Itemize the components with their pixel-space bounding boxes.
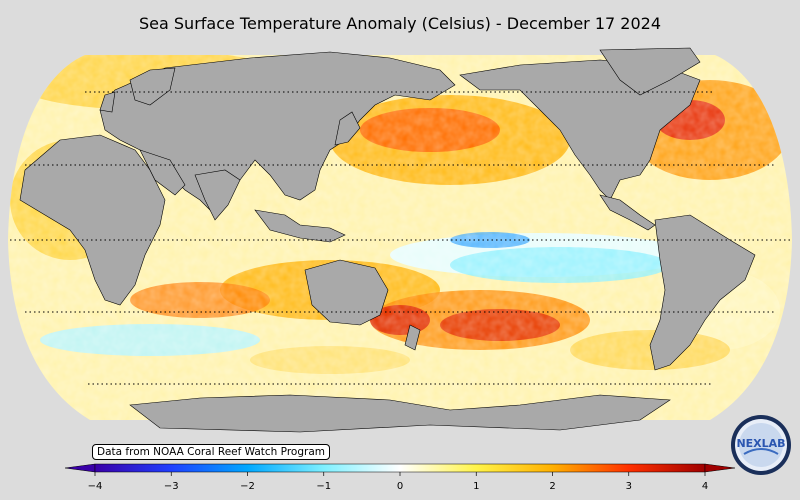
colorbar-tick-label: 2 xyxy=(549,481,555,492)
colorbar-gradient xyxy=(94,463,706,473)
india-landmass xyxy=(194,169,241,221)
graticule xyxy=(10,91,790,385)
logo-text: NEXLAB xyxy=(736,437,785,450)
colorbar-tick-label: −4 xyxy=(88,481,103,492)
nexlab-logo: NEXLAB xyxy=(731,415,791,475)
africa-landmass xyxy=(19,134,166,306)
new-zealand-landmass xyxy=(404,324,421,351)
colorbar-tick-label: 4 xyxy=(702,481,708,492)
colorbar-tick-label: 1 xyxy=(473,481,479,492)
data-source-note: Data from NOAA Coral Reef Watch Program xyxy=(92,444,330,460)
colorbar-tick-label: 0 xyxy=(397,481,403,492)
indonesia-landmass xyxy=(254,209,346,243)
greenland-landmass xyxy=(599,47,701,96)
central-america-landmass xyxy=(599,194,656,231)
australia-landmass xyxy=(304,259,389,326)
colorbar-tick-label: −1 xyxy=(316,481,331,492)
antarctica-landmass xyxy=(129,394,671,433)
land-masses xyxy=(19,47,756,433)
south-america-landmass xyxy=(649,214,756,371)
colorbar-extend-high xyxy=(704,463,736,473)
colorbar-tick-label: −2 xyxy=(240,481,255,492)
colorbar-tick-label: 3 xyxy=(626,481,632,492)
colorbar: −4 −3 −2 −1 0 1 2 3 4 xyxy=(64,463,736,492)
arabia-landmass xyxy=(139,149,186,196)
colorbar-tick-label: −3 xyxy=(164,481,179,492)
japan-landmass xyxy=(334,111,361,146)
scandinavia-landmass xyxy=(129,67,176,106)
colorbar-extend-low xyxy=(64,463,96,473)
map-title: Sea Surface Temperature Anomaly (Celsius… xyxy=(139,14,661,33)
uk-landmass xyxy=(99,91,116,113)
